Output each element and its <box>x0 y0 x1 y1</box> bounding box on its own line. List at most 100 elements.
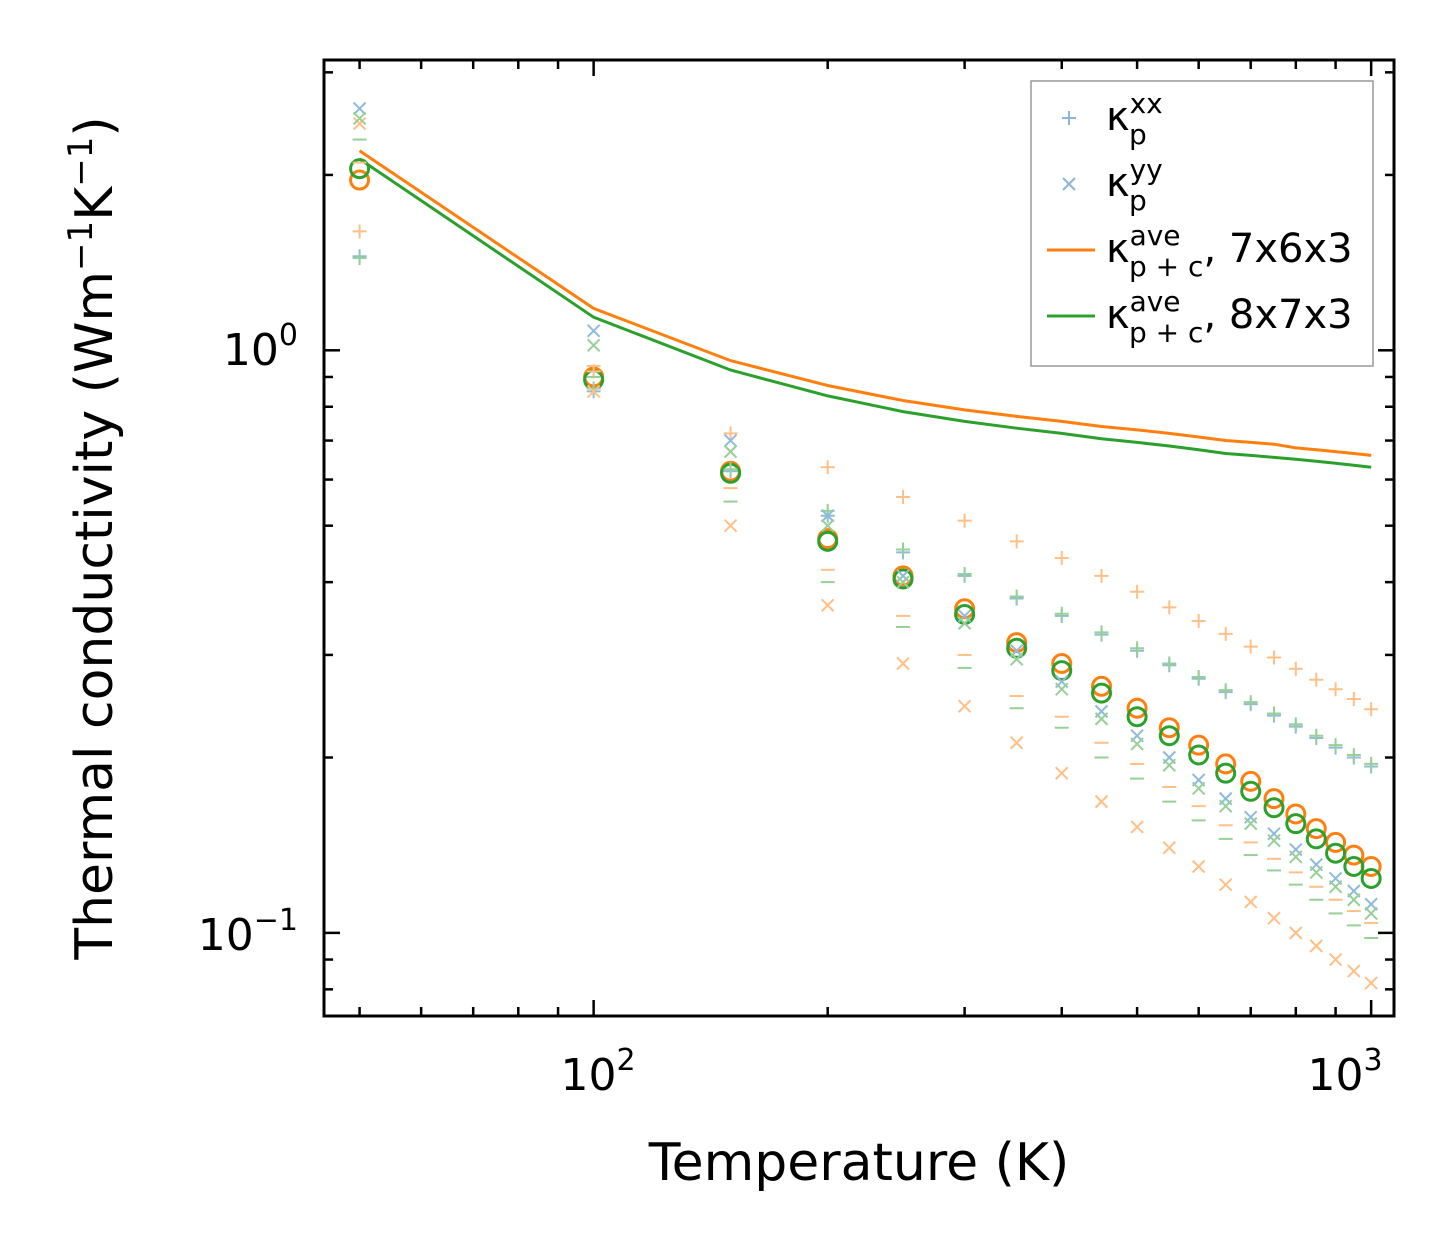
x-point <box>1364 906 1378 921</box>
series-9 <box>352 111 1378 921</box>
circle-point <box>1285 813 1307 835</box>
plus-point <box>1288 661 1303 676</box>
legend-entry-kappa-yy: κyy p <box>1062 153 1163 217</box>
x-point <box>1347 893 1361 907</box>
circle-point <box>1305 828 1327 850</box>
plus-point <box>1346 692 1361 707</box>
circle-point <box>1360 867 1382 889</box>
x-point <box>352 101 367 116</box>
plus-point <box>1191 669 1206 684</box>
circle-point <box>1325 842 1347 864</box>
plus-point <box>1243 639 1258 654</box>
circle-point <box>1240 780 1262 802</box>
circle-point <box>1091 682 1113 704</box>
x-point <box>586 338 601 353</box>
series-4 <box>352 224 1379 717</box>
plus-point <box>1218 683 1233 698</box>
plus-point <box>820 460 835 475</box>
x-point <box>1244 816 1258 831</box>
x-point <box>1162 841 1176 855</box>
x-point <box>896 575 910 589</box>
plus-point <box>1328 682 1343 697</box>
plus-point <box>1054 551 1069 566</box>
circle-point <box>349 169 371 191</box>
axes-frame <box>322 58 1396 1018</box>
data-layer <box>349 101 1382 990</box>
plus-point <box>1328 738 1343 753</box>
legend-x-mark <box>1062 177 1076 191</box>
series-11 <box>352 138 1379 939</box>
plus-point <box>896 542 911 557</box>
circle-point <box>1263 797 1285 819</box>
y-axis-title: Thermal conductivity (Wm−1K−1) <box>61 116 125 960</box>
x-point <box>723 433 738 448</box>
circle-point <box>1126 697 1148 719</box>
x-tick-label-100: 102 <box>560 1043 635 1101</box>
x-point <box>1267 826 1281 841</box>
x-point <box>352 116 367 131</box>
plus-point <box>1288 717 1303 732</box>
plus-point <box>1009 589 1024 604</box>
circle-point <box>1215 762 1237 784</box>
circle-point <box>1215 753 1237 775</box>
x-point <box>1055 766 1069 780</box>
plus-point <box>1309 672 1324 687</box>
plus-point <box>1009 534 1024 549</box>
x-point <box>1009 736 1024 750</box>
legend-entry-kappa-xx: κxx p <box>1062 87 1163 151</box>
legend-plus-mark <box>1062 111 1076 125</box>
plus-point <box>1094 625 1109 640</box>
x-point <box>896 569 910 583</box>
y-tick-label-1: 100 <box>223 318 298 376</box>
x-point <box>1130 737 1144 751</box>
circle-point <box>1006 637 1028 659</box>
circle-point <box>1091 675 1113 697</box>
x-point <box>352 111 367 126</box>
plus-point <box>1054 606 1069 621</box>
x-point <box>820 598 835 613</box>
x-point <box>896 656 910 671</box>
plus-point <box>1130 641 1145 656</box>
x-point <box>1289 926 1303 940</box>
line-orange <box>358 149 1372 457</box>
plus-point <box>896 490 911 505</box>
x-axis-title: Temperature (K) <box>648 1133 1070 1193</box>
plus-point <box>1267 706 1282 721</box>
circle-point <box>1343 856 1365 878</box>
x-point <box>1289 850 1303 864</box>
x-point <box>1162 758 1176 772</box>
plus-point <box>1309 728 1324 743</box>
x-point <box>723 518 738 533</box>
x-point <box>957 699 972 713</box>
x-tick-label-1000: 103 <box>1307 1043 1382 1101</box>
x-point <box>1191 859 1206 874</box>
circle-point <box>1051 653 1073 675</box>
circle-point <box>1188 744 1210 766</box>
x-point <box>1009 652 1024 666</box>
x-point <box>1094 712 1109 726</box>
x-point <box>1130 820 1144 834</box>
plus-point <box>1267 650 1282 665</box>
plus-point <box>1162 656 1177 671</box>
circle-point <box>1158 725 1180 747</box>
plus-point <box>1130 584 1145 599</box>
y-tick-label-0.1: 10−1 <box>198 903 298 961</box>
x-point <box>586 324 601 338</box>
circle-point <box>349 158 371 180</box>
x-point <box>1347 964 1361 978</box>
x-point <box>1267 911 1281 925</box>
circle-point <box>1158 717 1180 739</box>
plus-point <box>723 462 738 477</box>
x-point <box>1309 865 1323 880</box>
plus-point <box>957 513 972 528</box>
legend-box <box>1030 80 1374 367</box>
x-point <box>723 444 738 459</box>
plus-point <box>1218 626 1233 641</box>
plus-point <box>1364 702 1379 717</box>
plus-point <box>1346 747 1361 762</box>
x-point <box>1267 833 1281 848</box>
legend: κxx p κyy p κave p + c, 7x6x3 κave p + c, 8x… <box>1030 80 1374 367</box>
x-point <box>820 518 835 533</box>
